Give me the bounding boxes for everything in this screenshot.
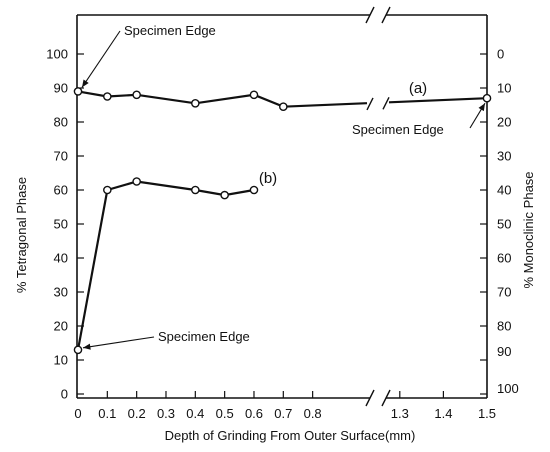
y-tick-label-right: 70 (497, 285, 511, 300)
x-tick-label: 1.3 (391, 406, 409, 421)
y-axis-title-right: % Monoclinic Phase (521, 171, 536, 288)
data-point (132, 177, 141, 186)
y-tick-label-left: 60 (54, 183, 68, 198)
y-tick-label-right: 40 (497, 183, 511, 198)
y-tick-label-left: 50 (54, 217, 68, 232)
x-axis-title: Depth of Grinding From Outer Surface(mm) (165, 428, 416, 443)
annotation-arrowhead (82, 79, 89, 88)
series-break-mark (366, 97, 374, 111)
x-tick-label: 0.5 (216, 406, 234, 421)
axis-break-mark (365, 6, 375, 24)
data-point (249, 185, 259, 195)
y-tick-label-right: 100 (497, 381, 519, 396)
series-layer: (a) (b) (73, 80, 492, 355)
annotation-leader (82, 336, 155, 349)
x-tick-label: 0.8 (304, 406, 322, 421)
y-tick-label-right: 50 (497, 217, 511, 232)
y-tick-label-left: 10 (54, 353, 68, 368)
y-tick-label-left: 30 (54, 285, 68, 300)
y-tick-label-right: 60 (497, 251, 511, 266)
data-point (191, 185, 200, 195)
series-line (77, 90, 368, 108)
annotation-arrowhead (478, 103, 485, 112)
axis-break-mark (365, 389, 375, 407)
series-label: (a) (409, 80, 427, 97)
y-tick-label-right: 80 (497, 319, 511, 334)
data-point (73, 87, 83, 96)
x-axis: 0 0.1 0.2 0.3 0.4 0.5 0.6 0.7 0.8 1.3 1.4 1.5 (74, 391, 496, 421)
data-point (103, 185, 112, 195)
x-tick-label: 0.7 (274, 406, 292, 421)
x-tick-label: 0.1 (98, 406, 116, 421)
y-tick-label-right: 0 (497, 47, 504, 62)
y-tick-label-right: 30 (497, 149, 511, 164)
x-tick-label: 1.4 (434, 406, 452, 421)
series-1: (b) (73, 170, 277, 355)
annotation-label: Specimen Edge (158, 329, 250, 344)
data-point (191, 99, 200, 108)
annotation-label: Specimen Edge (124, 23, 216, 38)
data-point (73, 345, 83, 355)
data-point (103, 92, 112, 101)
y-tick-label-right: 90 (497, 344, 511, 359)
x-tick-label: 1.5 (478, 406, 496, 421)
data-point (482, 93, 492, 103)
data-point (279, 102, 288, 111)
y-tick-label-left: 100 (46, 47, 68, 62)
y-axis-title-left: % Tetragonal Phase (14, 177, 29, 293)
data-point (132, 90, 141, 100)
left-axis: 0 10 20 30 40 50 60 70 80 90 100 (46, 47, 84, 402)
x-tick-label: 0.2 (128, 406, 146, 421)
y-tick-label-left: 80 (54, 115, 68, 130)
series-0: (a) (73, 80, 492, 111)
series-line (388, 97, 488, 104)
data-point (249, 90, 259, 100)
axis-break-mark (381, 389, 391, 407)
data-point (220, 190, 229, 200)
series-label: (b) (259, 170, 277, 187)
y-tick-label-right: 10 (497, 81, 511, 96)
x-tick-label: 0.6 (245, 406, 263, 421)
y-tick-label-right: 20 (497, 115, 511, 130)
y-tick-label-left: 40 (54, 251, 68, 266)
y-tick-label-left: 20 (54, 319, 68, 334)
annotation-arrowhead (83, 343, 91, 350)
series-line (76, 180, 255, 350)
x-tick-label: 0.4 (186, 406, 204, 421)
y-tick-label-left: 0 (61, 387, 68, 402)
y-tick-label-left: 90 (54, 81, 68, 96)
y-tick-label-left: 70 (54, 149, 68, 164)
x-tick-label: 0.3 (157, 406, 175, 421)
plot-frame (76, 6, 488, 407)
annotation-layer: Specimen Edge Specimen Edge Specimen Edge (81, 23, 486, 350)
x-tick-label: 0 (74, 406, 81, 421)
axis-break-mark (381, 6, 391, 24)
annotation-label: Specimen Edge (352, 122, 444, 137)
series-break-mark (382, 96, 390, 110)
annotation-leader (81, 30, 121, 88)
